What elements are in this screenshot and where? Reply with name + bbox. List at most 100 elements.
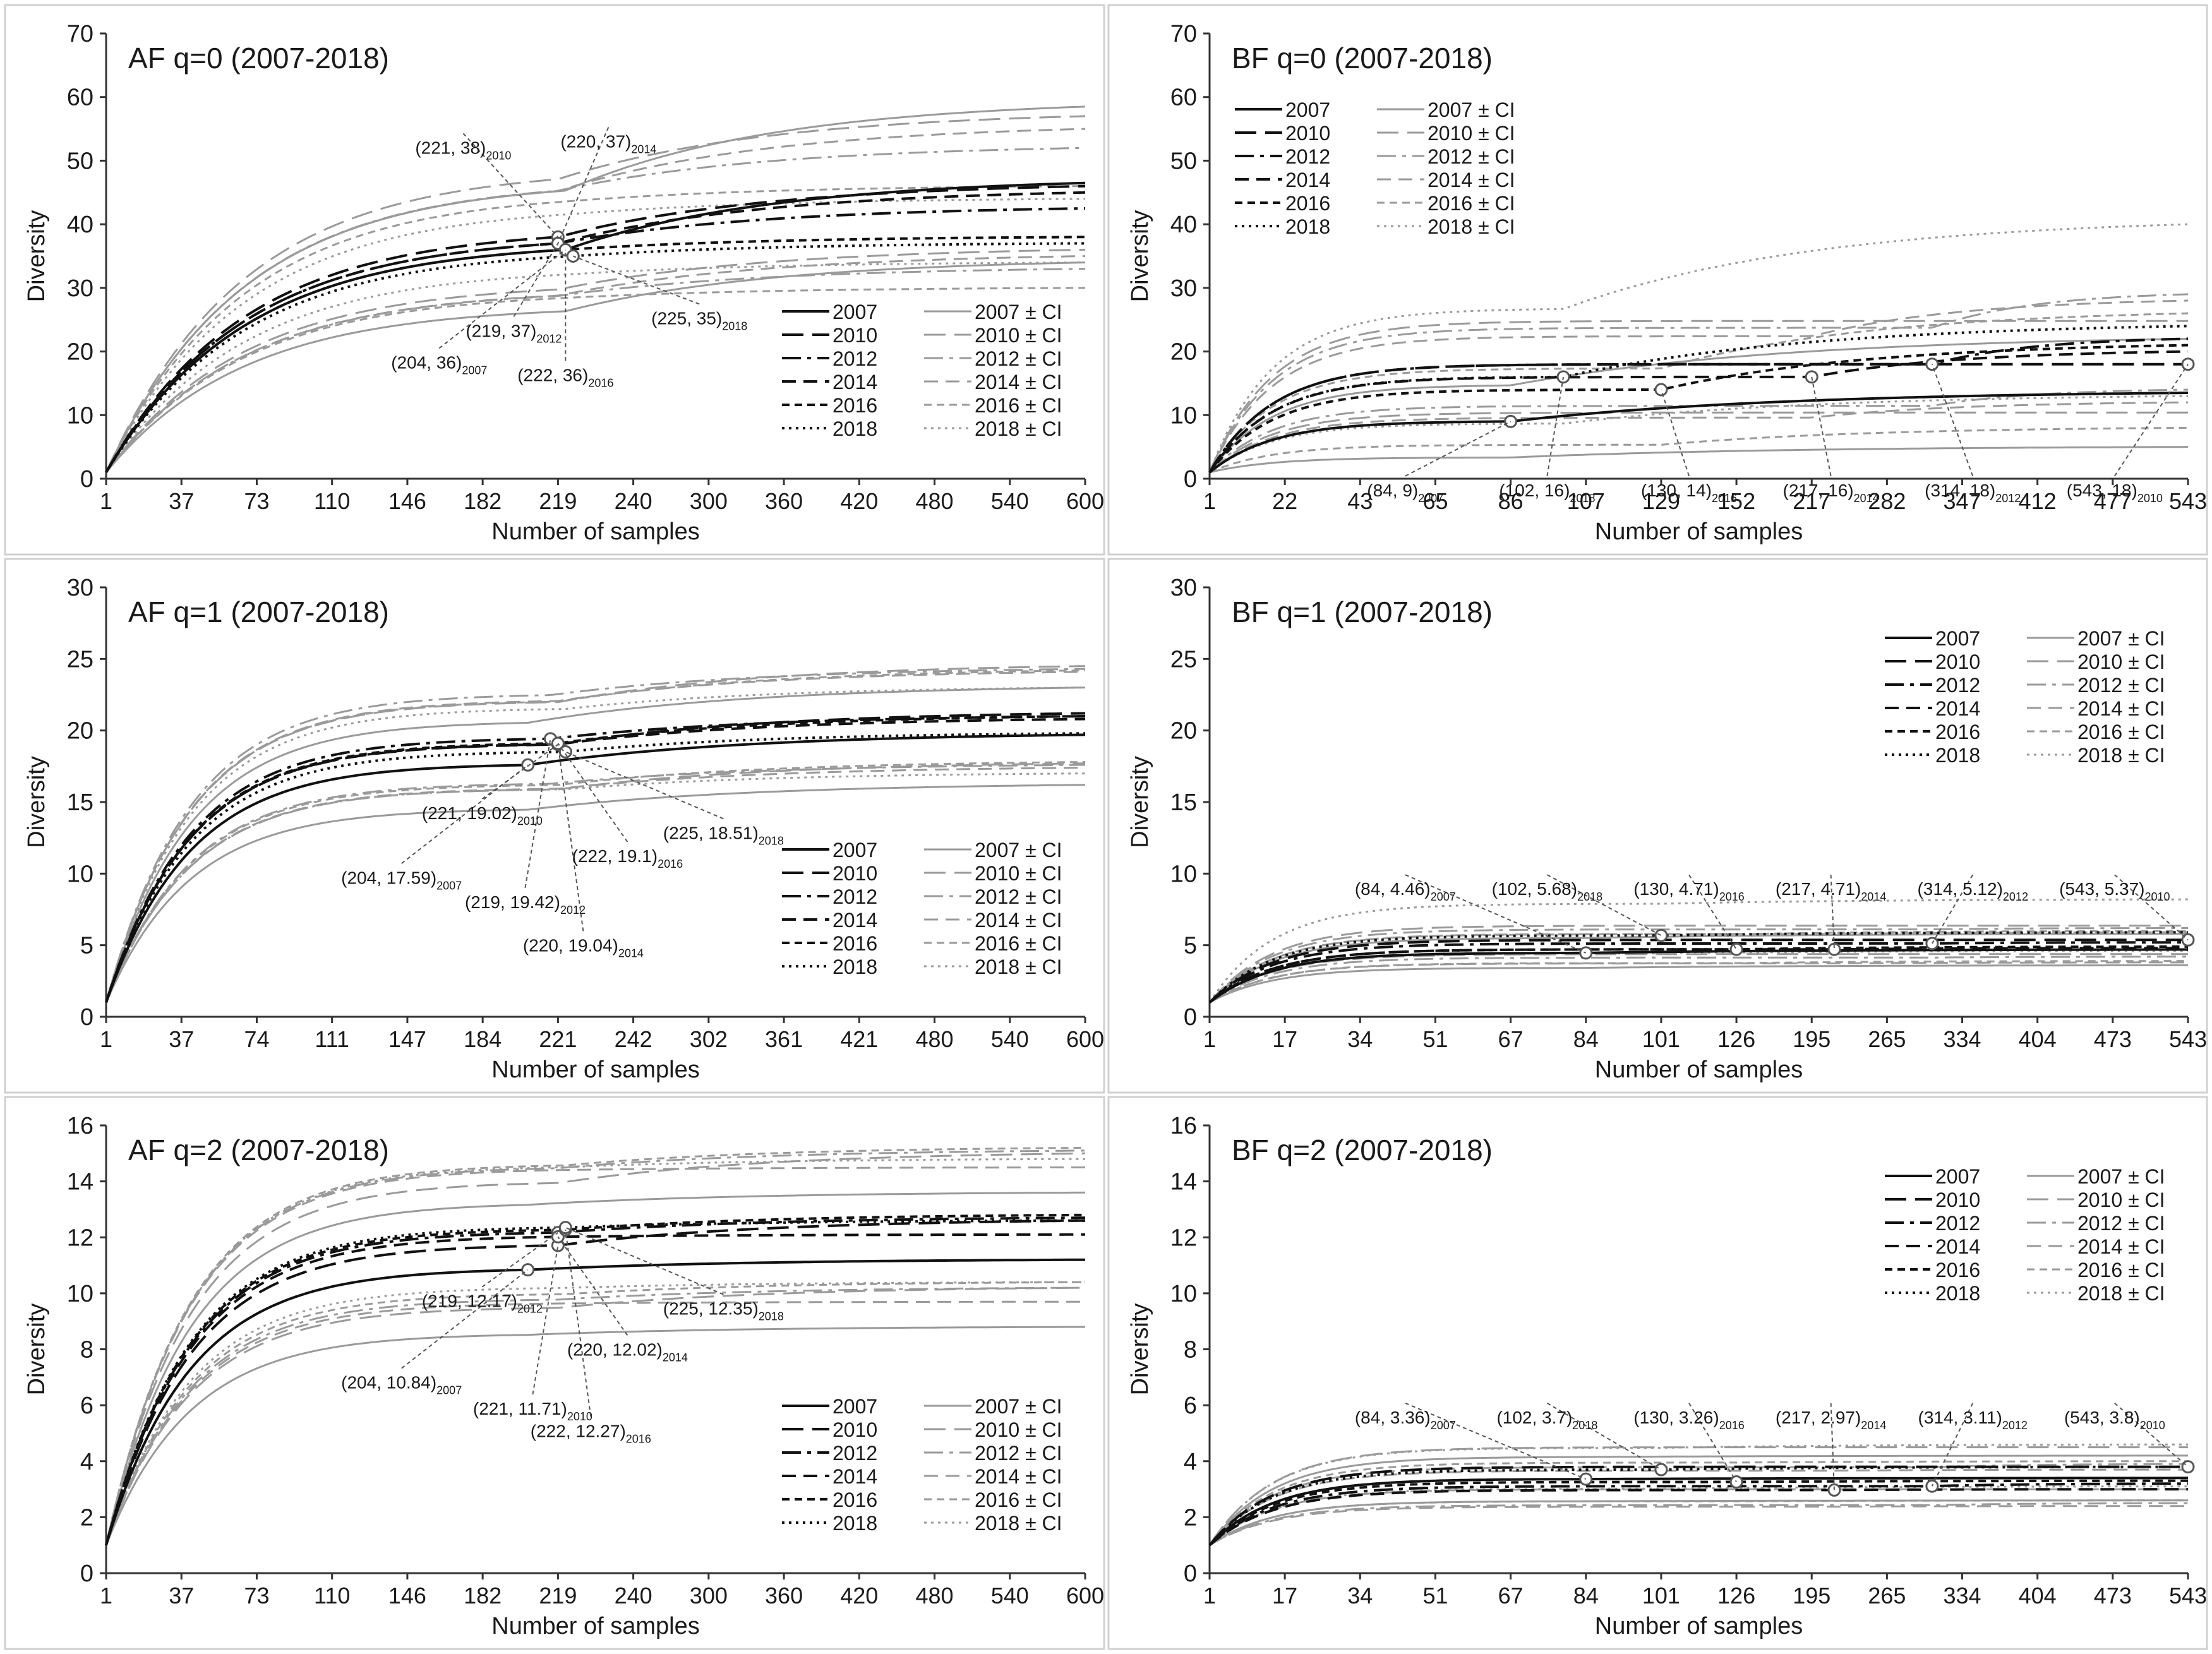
- y-axis-title: Diversity: [23, 1303, 50, 1396]
- annotation-label: (220, 37)2014: [560, 131, 656, 155]
- ci-lower-line-2014: [105, 767, 1086, 1003]
- annotation-year: 2012: [560, 904, 586, 916]
- annotation-value: (130, 3.26): [1633, 1408, 1719, 1427]
- y-tick-label: 12: [67, 1225, 93, 1251]
- legend-ci-label: 2010 ± CI: [2077, 650, 2165, 673]
- annotation-leader: [1811, 376, 1832, 476]
- ci-lower-line-2016: [1209, 960, 2188, 1004]
- y-tick-label: 15: [1170, 789, 1197, 816]
- ci-lower-line-2012: [1209, 1502, 2188, 1546]
- x-tick-label: 37: [169, 488, 194, 514]
- x-axis-title: Number of samples: [1595, 518, 1803, 545]
- x-tick-label: 37: [169, 1583, 194, 1609]
- annotation-year: 2016: [1719, 1419, 1745, 1432]
- y-tick-label: 50: [67, 148, 93, 174]
- x-tick-label: 540: [991, 488, 1029, 514]
- annotation-year: 2018: [759, 1310, 784, 1323]
- annotation-leader: [2114, 1403, 2189, 1468]
- x-tick-label: 334: [1943, 1026, 1981, 1052]
- annotation-leader: [524, 738, 551, 888]
- ci-upper-line-2018: [105, 686, 1086, 1003]
- annotation-value: (543, 5.37): [2059, 879, 2144, 899]
- y-tick-label: 6: [80, 1393, 93, 1419]
- x-tick-label: 217: [1793, 488, 1830, 514]
- annotation-label: (222, 19.1)2016: [572, 846, 683, 870]
- annotation-leader: [557, 126, 610, 244]
- annotation-leader: [565, 1230, 592, 1417]
- annotation-year: 2007: [1418, 492, 1443, 505]
- x-tick-label: 43: [1347, 488, 1373, 514]
- series-line-2010: [105, 184, 1086, 473]
- legend-label: 2018: [833, 1512, 877, 1535]
- ci-upper-line-2007: [1208, 933, 2188, 1004]
- panel-frame: [4, 4, 1105, 556]
- annotation-year: 2018: [1572, 1419, 1597, 1432]
- ci-upper-line-2016: [105, 669, 1086, 1003]
- ci-lower-line-2016: [1209, 426, 2189, 474]
- chart-title: AF q=2 (2007-2018): [128, 1134, 389, 1166]
- legend-ci-label: 2014 ± CI: [975, 371, 1062, 393]
- legend-label: 2016: [833, 932, 877, 955]
- legend-ci-label: 2007 ± CI: [2077, 1165, 2165, 1188]
- legend-ci-label: 2018 ± CI: [975, 1512, 1062, 1535]
- legend-ci-label: 2018 ± CI: [2077, 744, 2165, 767]
- legend-label: 2018: [833, 417, 877, 440]
- ci-lower-line-2007: [1209, 964, 2188, 1004]
- x-tick-label: 147: [388, 1026, 426, 1052]
- annotation-value: (102, 3.7): [1496, 1408, 1572, 1427]
- legend-ci-label: 2016 ± CI: [975, 394, 1062, 417]
- annotation-value: (221, 19.02): [422, 803, 517, 823]
- annotation-value: (84, 4.46): [1355, 879, 1431, 899]
- series-line-2010: [105, 1219, 1086, 1546]
- series-line-2018: [105, 242, 1085, 473]
- series-line-2018: [105, 732, 1086, 1003]
- annotation-year: 2014: [1854, 492, 1879, 505]
- series-line-2010: [1208, 363, 2188, 473]
- annotation-label: (84, 3.36)2007: [1355, 1408, 1456, 1432]
- annotation-leader: [1688, 1403, 1737, 1483]
- annotation-leader: [401, 1269, 529, 1369]
- y-tick-label: 30: [67, 575, 93, 601]
- x-axis-title: Number of samples: [491, 1613, 699, 1639]
- x-axis-title: Number of samples: [491, 1057, 699, 1083]
- x-tick-label: 334: [1943, 1583, 1981, 1609]
- annotation-label: (314, 3.11)2012: [1918, 1408, 2028, 1432]
- x-tick-label: 600: [1066, 1583, 1104, 1609]
- x-tick-label: 302: [690, 1026, 728, 1052]
- legend-ci-label: 2014 ± CI: [975, 909, 1062, 932]
- ci-lower-line-2016: [105, 1281, 1085, 1546]
- y-tick-label: 8: [80, 1337, 93, 1363]
- annotation-year: 2010: [486, 149, 511, 162]
- annotation-leader: [572, 255, 700, 305]
- annotation-label: (222, 12.27)2016: [531, 1421, 651, 1445]
- ci-lower-line-2012: [1209, 956, 2188, 1004]
- annotation-label: (543, 3.8)2010: [2064, 1408, 2165, 1432]
- x-tick-label: 543: [2169, 488, 2207, 514]
- series-line-2016: [1208, 344, 2189, 474]
- annotation-leader: [1931, 1403, 1974, 1487]
- annotation-year: 2018: [1577, 890, 1602, 903]
- y-tick-label: 10: [67, 402, 93, 429]
- ci-lower-line-2007: [105, 261, 1086, 473]
- legend-ci-label: 2018 ± CI: [2077, 1282, 2165, 1305]
- x-tick-label: 265: [1868, 1583, 1906, 1609]
- series-line-2014: [105, 1233, 1085, 1546]
- y-tick-label: 30: [67, 275, 93, 302]
- ci-lower-line-2016: [1209, 1499, 2188, 1546]
- annotation-leader: [2113, 364, 2189, 477]
- y-axis-title: Diversity: [1127, 756, 1153, 848]
- annotation-label: (217, 16)2014: [1783, 481, 1879, 505]
- x-tick-label: 22: [1272, 488, 1297, 514]
- annotation-value: (222, 19.1): [572, 846, 658, 866]
- ci-upper-line-2012: [105, 668, 1086, 1003]
- x-tick-label: 101: [1642, 1583, 1680, 1609]
- x-tick-label: 195: [1793, 1026, 1830, 1052]
- chart-panel-af_q1: 0 5 10 15 20 25 30 1 37 74 111 147 184 221 242 302 361 42…: [4, 558, 1105, 1094]
- y-tick-label: 10: [67, 1281, 93, 1307]
- annotation-value: (204, 10.84): [341, 1373, 436, 1393]
- y-tick-label: 8: [1184, 1337, 1197, 1363]
